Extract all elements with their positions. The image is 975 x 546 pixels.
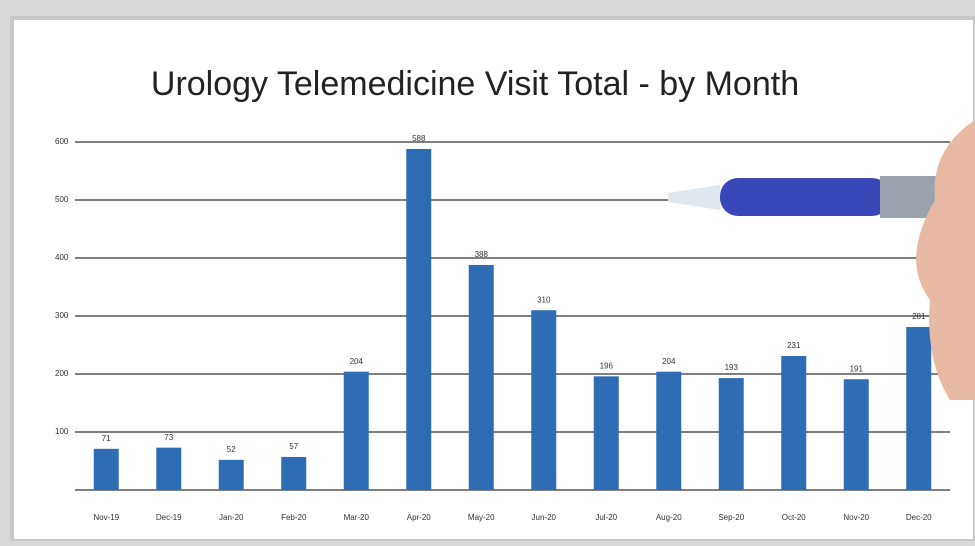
bar: [343, 371, 369, 490]
x-tick-label: Mar-20: [344, 513, 370, 522]
y-tick-label: 200: [55, 369, 69, 378]
chart-title: Urology Telemedicine Visit Total - by Mo…: [151, 65, 799, 103]
value-label: 231: [787, 341, 801, 350]
bar: [843, 379, 869, 490]
y-tick-label: 100: [55, 427, 69, 436]
x-tick-label: Apr-20: [407, 513, 432, 522]
value-label: 588: [412, 134, 426, 143]
bar: [906, 327, 932, 490]
x-tick-label: Jul-20: [595, 513, 617, 522]
y-tick-label: 400: [55, 253, 69, 262]
value-label: 281: [912, 312, 926, 321]
bar: [781, 356, 807, 490]
y-tick-label: 600: [55, 137, 69, 146]
bar: [156, 447, 182, 490]
pen: [668, 120, 975, 400]
bar: [531, 310, 557, 490]
value-label: 73: [164, 433, 173, 442]
y-tick-label: 500: [55, 195, 69, 204]
y-tick-label: 300: [55, 311, 69, 320]
value-label: 204: [350, 357, 364, 366]
bar: [593, 376, 619, 490]
x-tick-label: May-20: [468, 513, 495, 522]
bar: [656, 371, 682, 490]
value-label: 193: [725, 363, 739, 372]
x-tick-label: Nov-20: [843, 513, 869, 522]
value-label: 191: [850, 364, 864, 373]
x-tick-label: Sep-20: [718, 513, 744, 522]
bar: [406, 148, 432, 490]
x-tick-label: Jun-20: [532, 513, 557, 522]
value-label: 204: [662, 357, 676, 366]
hand: [916, 120, 975, 400]
x-tick-label: Feb-20: [281, 513, 307, 522]
x-tick-label: Nov-19: [93, 513, 119, 522]
plot-area: 100 200 300 400 500 600 Nov-19 71 Dec-19 73 Jan-20…: [55, 134, 950, 522]
value-label: 57: [289, 442, 298, 451]
value-label: 310: [537, 295, 551, 304]
x-tick-label: Dec-20: [906, 513, 932, 522]
x-tick-label: Oct-20: [782, 513, 807, 522]
value-label: 196: [600, 361, 614, 370]
bar: [218, 459, 244, 490]
value-label: 388: [475, 250, 489, 259]
bar: [468, 264, 494, 490]
x-tick-label: Aug-20: [656, 513, 682, 522]
pen-tip: [668, 185, 720, 210]
bar: [718, 378, 744, 490]
bar: [93, 448, 119, 490]
bar: [281, 456, 307, 490]
value-label: 52: [227, 445, 236, 454]
x-tick-label: Jan-20: [219, 513, 244, 522]
pen-barrel: [720, 178, 890, 216]
x-tick-label: Dec-19: [156, 513, 182, 522]
value-label: 71: [102, 434, 111, 443]
